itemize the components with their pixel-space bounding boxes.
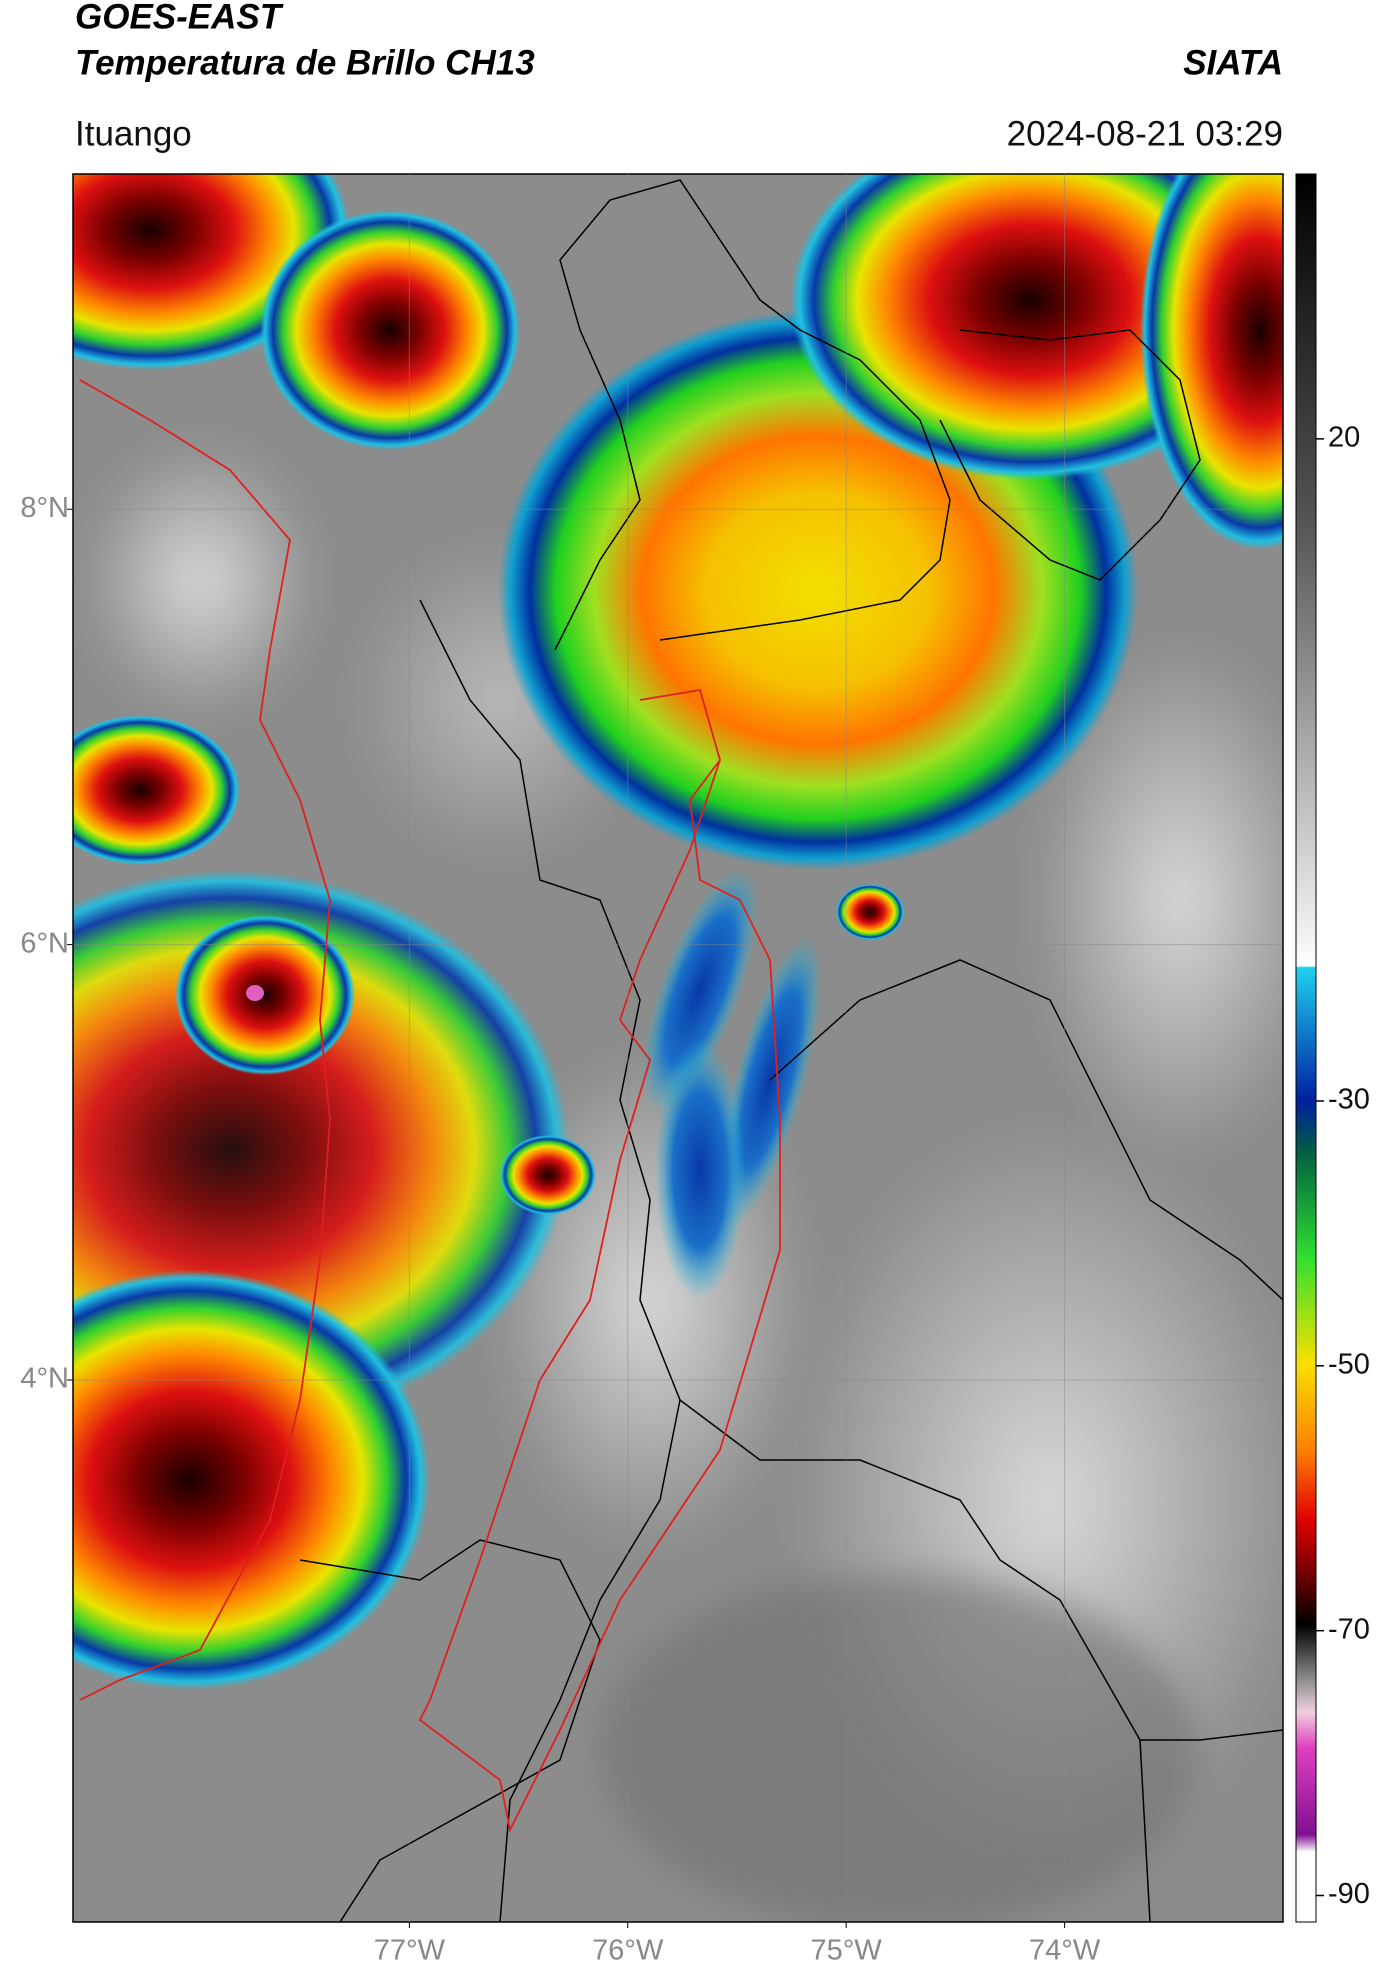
satellite-image <box>73 174 1283 1922</box>
x-tick-label: 77°W <box>374 1935 446 1967</box>
location: Ituango <box>75 114 192 153</box>
agency: SIATA <box>1183 43 1283 82</box>
colorbar <box>1295 173 1317 1923</box>
x-tick-label: 74°W <box>1029 1935 1101 1967</box>
colorbar-tick-label: -50 <box>1328 1348 1370 1380</box>
colorbar-tick-label: 20 <box>1328 422 1360 454</box>
colorbar-tick-label: -70 <box>1328 1613 1370 1645</box>
title-line1: GOES-EAST <box>75 0 284 36</box>
map-frame <box>72 173 1284 1923</box>
y-tick-label: 8°N <box>20 492 69 524</box>
colorbar-tick-label: -90 <box>1328 1878 1370 1910</box>
x-tick-label: 75°W <box>811 1935 883 1967</box>
title-line2: Temperatura de Brillo CH13 <box>75 43 535 82</box>
x-tick-label: 76°W <box>592 1935 664 1967</box>
colorbar-tick-label: -30 <box>1328 1084 1370 1116</box>
axes: 77°W 76°W 75°W 74°W 8°N 6°N 4°N 20 -30 -50 -70 -90 <box>20 174 1370 1967</box>
y-tick-label: 6°N <box>20 927 69 959</box>
datetime: 2024-08-21 03:29 <box>1007 114 1283 153</box>
y-tick-label: 4°N <box>20 1363 69 1395</box>
